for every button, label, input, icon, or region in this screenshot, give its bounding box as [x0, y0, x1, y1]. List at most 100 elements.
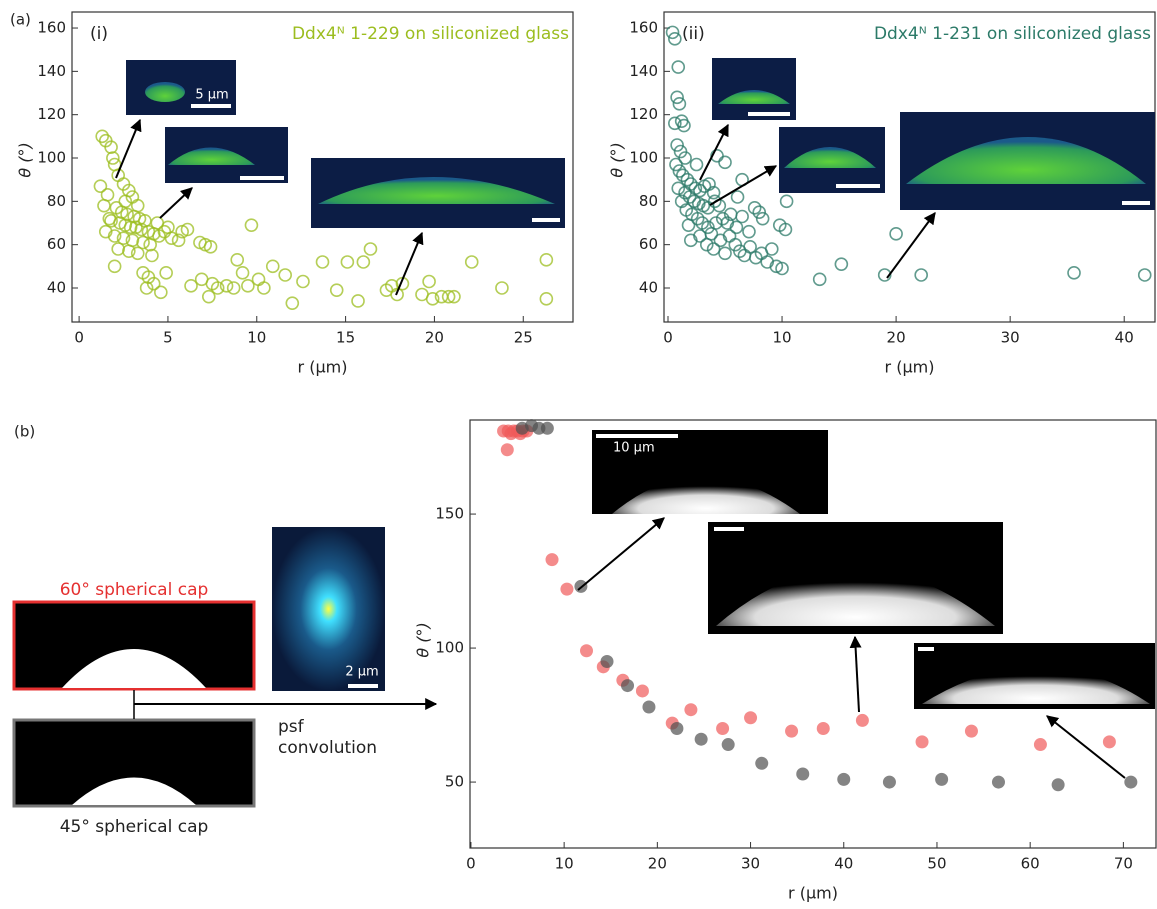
- data-point: [265, 259, 280, 274]
- data-point: [145, 248, 159, 263]
- arrow-label: convolution: [278, 738, 377, 758]
- data-point: [1124, 775, 1138, 789]
- data-point: [742, 224, 756, 239]
- arrow-label: psf: [278, 717, 305, 737]
- data-point: [580, 644, 594, 658]
- x-tick-label: 60: [1021, 855, 1040, 873]
- chart-title: Ddx4ᴺ 1-231 on siliconized glass: [874, 24, 1151, 44]
- y-axis-label: θ (°): [16, 142, 35, 177]
- y-tick-label: 50: [445, 773, 464, 791]
- data-point: [681, 218, 696, 232]
- data-point: [935, 772, 949, 786]
- data-point: [701, 220, 715, 235]
- data-point: [672, 164, 687, 178]
- data-point: [642, 700, 656, 714]
- data-point: [390, 287, 404, 302]
- data-point: [964, 724, 978, 738]
- data-point: [678, 185, 692, 200]
- x-tick-label: 25: [514, 329, 533, 347]
- data-point: [235, 266, 250, 280]
- data-point: [752, 205, 767, 219]
- data-point: [104, 140, 118, 154]
- data-point: [670, 90, 684, 105]
- data-point: [889, 227, 903, 241]
- x-tick-label: 10: [555, 855, 574, 873]
- x-tick-label: 40: [834, 855, 853, 873]
- y-tick-label: 100: [435, 639, 464, 657]
- panel-label: (b): [14, 423, 35, 441]
- data-point: [915, 735, 929, 749]
- data-point: [769, 259, 784, 274]
- data-point: [329, 283, 344, 297]
- data-point: [107, 229, 122, 243]
- data-point: [670, 721, 684, 735]
- y-tick-label: 140: [629, 62, 658, 80]
- data-point: [834, 257, 849, 271]
- x-tick-label: 70: [1114, 855, 1133, 873]
- data-point: [689, 157, 704, 172]
- data-point: [704, 227, 719, 241]
- data-point: [706, 242, 721, 256]
- inset-images: 10 µm: [577, 430, 1155, 779]
- data-point: [914, 268, 928, 282]
- data-point: [1033, 738, 1047, 752]
- data-point: [743, 240, 757, 254]
- data-point: [116, 231, 131, 245]
- y-tick-label: 160: [629, 19, 658, 37]
- data-point: [154, 285, 168, 300]
- data-point: [159, 266, 173, 280]
- x-axis-label: r (μm): [788, 884, 838, 903]
- data-point: [251, 272, 266, 287]
- y-tick-label: 60: [639, 235, 658, 253]
- data-point: [230, 253, 245, 267]
- data-point: [122, 244, 136, 258]
- data-point: [180, 222, 195, 237]
- data-point: [755, 756, 769, 770]
- data-point: [545, 553, 559, 567]
- x-tick-label: 20: [648, 855, 667, 873]
- data-point: [779, 194, 794, 209]
- data-point: [1102, 735, 1116, 749]
- data-point: [107, 259, 122, 274]
- y-axis-label: θ (°): [608, 142, 627, 177]
- data-point: [98, 224, 113, 239]
- cap-label: 45° spherical cap: [60, 817, 209, 837]
- data-point: [1137, 268, 1152, 282]
- y-axis-label: θ (°): [414, 622, 433, 657]
- data-point: [102, 211, 117, 226]
- data-point: [434, 289, 449, 304]
- data-point: [785, 724, 799, 738]
- data-point: [257, 281, 271, 295]
- data-point: [755, 211, 770, 226]
- y-tick-label: 80: [639, 192, 658, 210]
- data-point: [425, 292, 440, 306]
- data-point: [621, 679, 635, 693]
- schematic: 60° spherical cap 45° spherical cap psf …: [12, 527, 438, 837]
- data-point: [171, 233, 186, 248]
- y-tick-label: 60: [47, 235, 66, 253]
- data-point: [882, 775, 896, 789]
- data-point: [539, 253, 554, 267]
- scale-label: 10 µm: [613, 441, 655, 456]
- data-point: [139, 281, 154, 295]
- data-point: [706, 185, 721, 200]
- data-point: [120, 207, 134, 222]
- data-point: [672, 97, 687, 111]
- inset-images: 5 µm: [115, 60, 565, 296]
- x-tick-label: 15: [336, 329, 355, 347]
- data-point: [718, 246, 732, 261]
- data-point: [97, 198, 111, 213]
- data-point: [668, 32, 682, 46]
- panel-label: (a): [10, 11, 31, 29]
- data-point: [669, 157, 683, 172]
- data-point: [539, 292, 554, 306]
- data-point: [694, 732, 708, 746]
- y-tick-label: 100: [629, 149, 658, 167]
- data-point: [201, 289, 216, 304]
- data-point: [744, 711, 758, 725]
- x-tick-label: 10: [247, 329, 266, 347]
- data-point: [130, 246, 145, 261]
- data-point: [600, 654, 614, 668]
- data-point: [635, 684, 649, 698]
- data-point: [123, 220, 138, 235]
